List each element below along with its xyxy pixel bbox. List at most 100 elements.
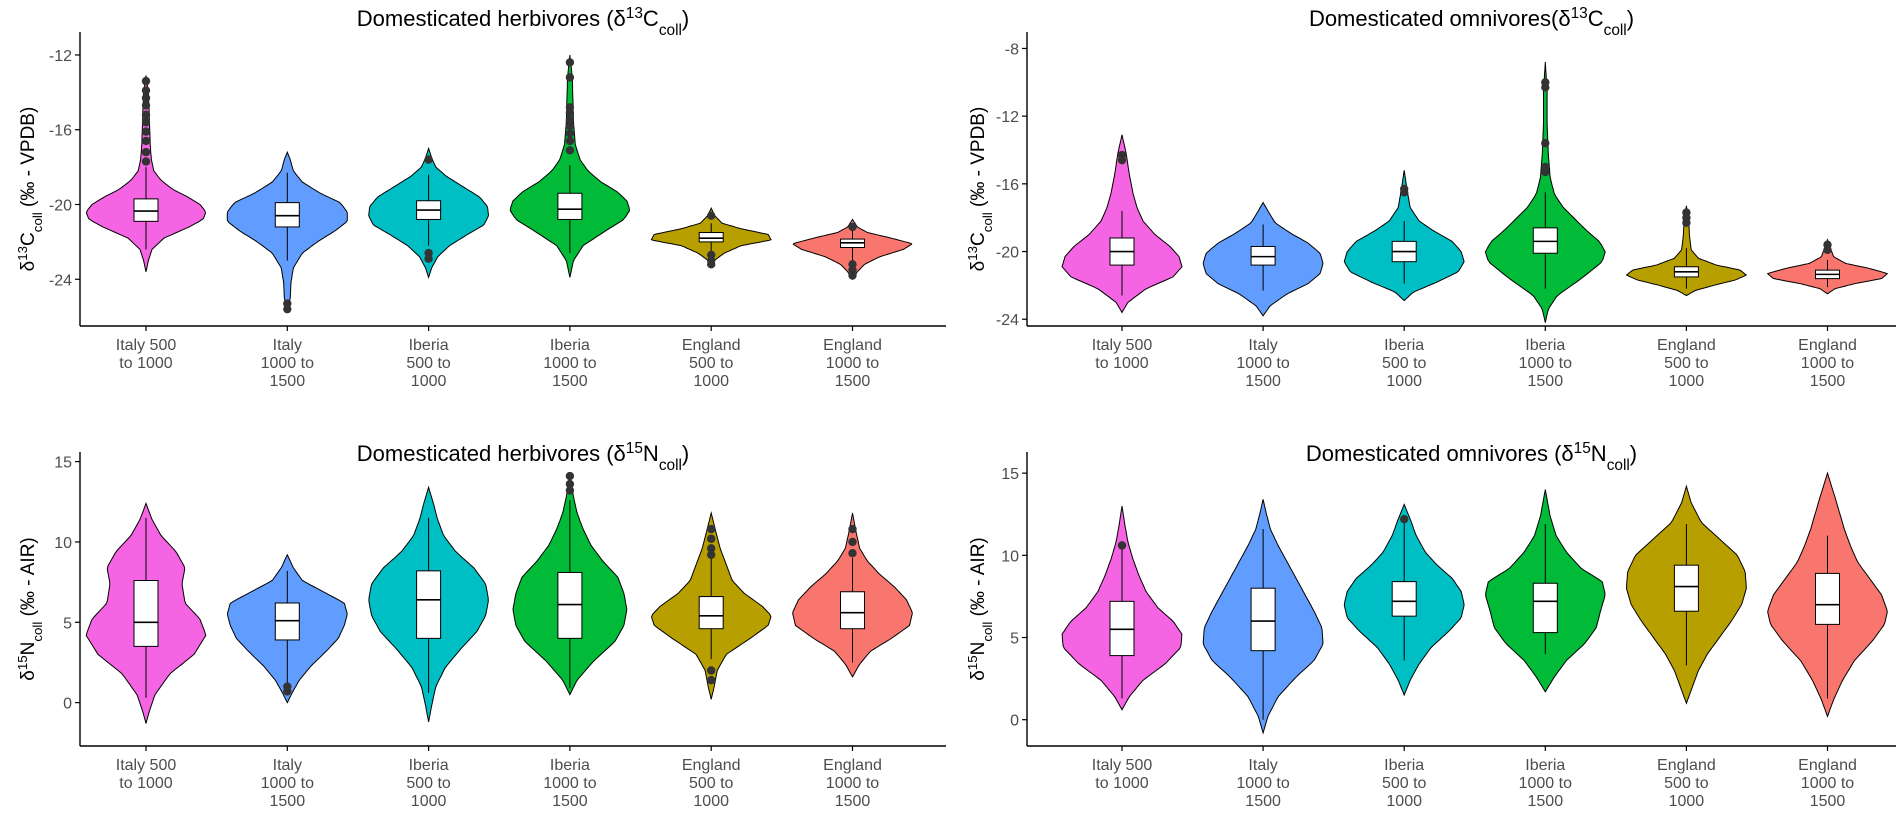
outlier-point xyxy=(565,136,575,146)
outlier-point xyxy=(424,254,433,263)
outlier-point xyxy=(1682,218,1691,227)
y-tick-label: -24 xyxy=(996,312,1019,329)
y-tick-label: -16 xyxy=(49,123,72,140)
outlier-point xyxy=(565,121,575,131)
x-tick-label: Italy 1000 to 1500 xyxy=(261,337,314,390)
y-tick-label: 0 xyxy=(1010,713,1019,730)
y-tick-label: 0 xyxy=(63,696,72,713)
x-tick-label: Iberia 1000 to 1500 xyxy=(543,757,596,810)
box-iqr xyxy=(133,198,159,222)
outlier-point xyxy=(707,211,716,220)
outlier-point xyxy=(848,537,857,547)
outlier-point xyxy=(1400,188,1409,197)
x-tick-label: England 500 to 1000 xyxy=(1657,337,1716,390)
x-tick-label: Italy 500 to 1000 xyxy=(116,757,177,792)
outlier-point xyxy=(565,146,575,155)
outlier-point xyxy=(283,304,292,314)
y-axis-label: δ15Ncoll (‰ - AIR) xyxy=(965,537,995,681)
x-tick-label: England 500 to 1000 xyxy=(682,337,741,390)
box-iqr xyxy=(1250,245,1276,266)
outlier-point xyxy=(1117,155,1127,165)
x-tick-label: England 1000 to 1500 xyxy=(823,337,882,390)
box-iqr xyxy=(840,591,865,630)
x-tick-label: Italy 1000 to 1500 xyxy=(261,757,314,810)
y-tick-label: 10 xyxy=(54,535,72,552)
y-tick-label: 5 xyxy=(63,615,72,632)
box-iqr xyxy=(274,202,300,228)
x-tick-label: England 1000 to 1500 xyxy=(1798,337,1857,390)
outlier-point xyxy=(848,222,857,232)
x-tick-label: England 1000 to 1500 xyxy=(823,757,882,810)
outlier-point xyxy=(141,127,151,136)
x-tick-label: Iberia 500 to 1000 xyxy=(406,337,451,390)
x-tick-label: Italy 1000 to 1500 xyxy=(1236,337,1289,390)
x-tick-label: Iberia 500 to 1000 xyxy=(1382,337,1427,390)
violin-shape xyxy=(1484,61,1606,323)
box-iqr xyxy=(698,232,724,243)
panel-herbivores-nitrogen: Domesticated herbivores (δ15Ncoll) δ15Nco… xyxy=(15,440,946,810)
outlier-point xyxy=(141,76,151,86)
panel-omnivores-carbon: Domesticated omnivores(δ13Ccoll) δ13Ccoll… xyxy=(965,5,1896,390)
x-tick-label: Italy 1000 to 1500 xyxy=(1236,757,1289,810)
panel-title: Domesticated herbivores (δ13Ccoll) xyxy=(357,5,689,39)
outlier-point xyxy=(1541,167,1550,177)
outlier-point xyxy=(565,58,575,67)
outlier-point xyxy=(141,118,151,127)
x-tick-label: England 500 to 1000 xyxy=(1657,757,1716,810)
outlier-point xyxy=(283,682,292,691)
x-tick-label: Italy 500 to 1000 xyxy=(1092,337,1153,372)
box-iqr xyxy=(1673,564,1699,612)
outlier-point xyxy=(141,110,151,119)
outlier-point xyxy=(1541,83,1550,92)
x-tick-label: Iberia 500 to 1000 xyxy=(1382,757,1427,810)
outlier-point xyxy=(565,471,575,481)
outlier-point xyxy=(707,675,716,685)
outlier-point xyxy=(424,155,433,164)
outlier-point xyxy=(707,260,716,269)
box-iqr xyxy=(416,570,442,639)
outlier-point xyxy=(1541,139,1550,148)
x-tick-label: Italy 500 to 1000 xyxy=(1092,757,1153,792)
y-tick-label: -24 xyxy=(49,272,72,289)
y-tick-label: -12 xyxy=(49,48,72,65)
outlier-point xyxy=(848,271,857,280)
y-tick-label: -20 xyxy=(49,197,72,214)
outlier-point xyxy=(141,101,151,110)
panel-title: Domesticated omnivores (δ15Ncoll) xyxy=(1306,440,1637,474)
y-tick-label: 10 xyxy=(1001,548,1019,565)
box-iqr xyxy=(274,602,300,641)
box-iqr xyxy=(1815,572,1840,625)
outlier-point xyxy=(1823,245,1832,255)
outlier-point xyxy=(707,534,716,543)
box-iqr xyxy=(557,571,583,639)
box-iqr xyxy=(1250,587,1276,652)
panel-herbivores-carbon: Domesticated herbivores (δ13Ccoll) δ13Cco… xyxy=(15,5,946,390)
outlier-point xyxy=(141,136,151,146)
box-iqr xyxy=(133,580,159,647)
outlier-point xyxy=(141,157,151,166)
y-tick-label: 5 xyxy=(1010,631,1019,648)
outlier-point xyxy=(1400,514,1409,524)
y-tick-label: -20 xyxy=(996,245,1019,262)
box-iqr xyxy=(557,192,583,220)
box-iqr xyxy=(698,596,724,630)
outlier-point xyxy=(565,129,575,138)
outlier-point xyxy=(141,86,151,95)
x-tick-label: Iberia 1000 to 1500 xyxy=(1519,757,1572,810)
y-axis-label: δ13Ccoll (‰ - VPDB) xyxy=(15,107,45,272)
outlier-point xyxy=(707,544,716,553)
y-tick-label: 15 xyxy=(54,455,72,472)
x-tick-label: Iberia 1000 to 1500 xyxy=(1519,337,1572,390)
outlier-point xyxy=(1117,541,1127,550)
panel-title: Domesticated omnivores(δ13Ccoll) xyxy=(1309,5,1634,39)
y-axis-label: δ15Ncoll (‰ - AIR) xyxy=(15,537,45,681)
outlier-point xyxy=(848,548,857,558)
box-iqr xyxy=(1532,227,1558,254)
outlier-point xyxy=(565,73,575,82)
y-tick-label: 15 xyxy=(1001,466,1019,483)
y-tick-label: -16 xyxy=(996,177,1019,194)
outlier-point xyxy=(565,486,575,495)
outlier-point xyxy=(707,524,716,534)
outlier-point xyxy=(707,666,716,675)
